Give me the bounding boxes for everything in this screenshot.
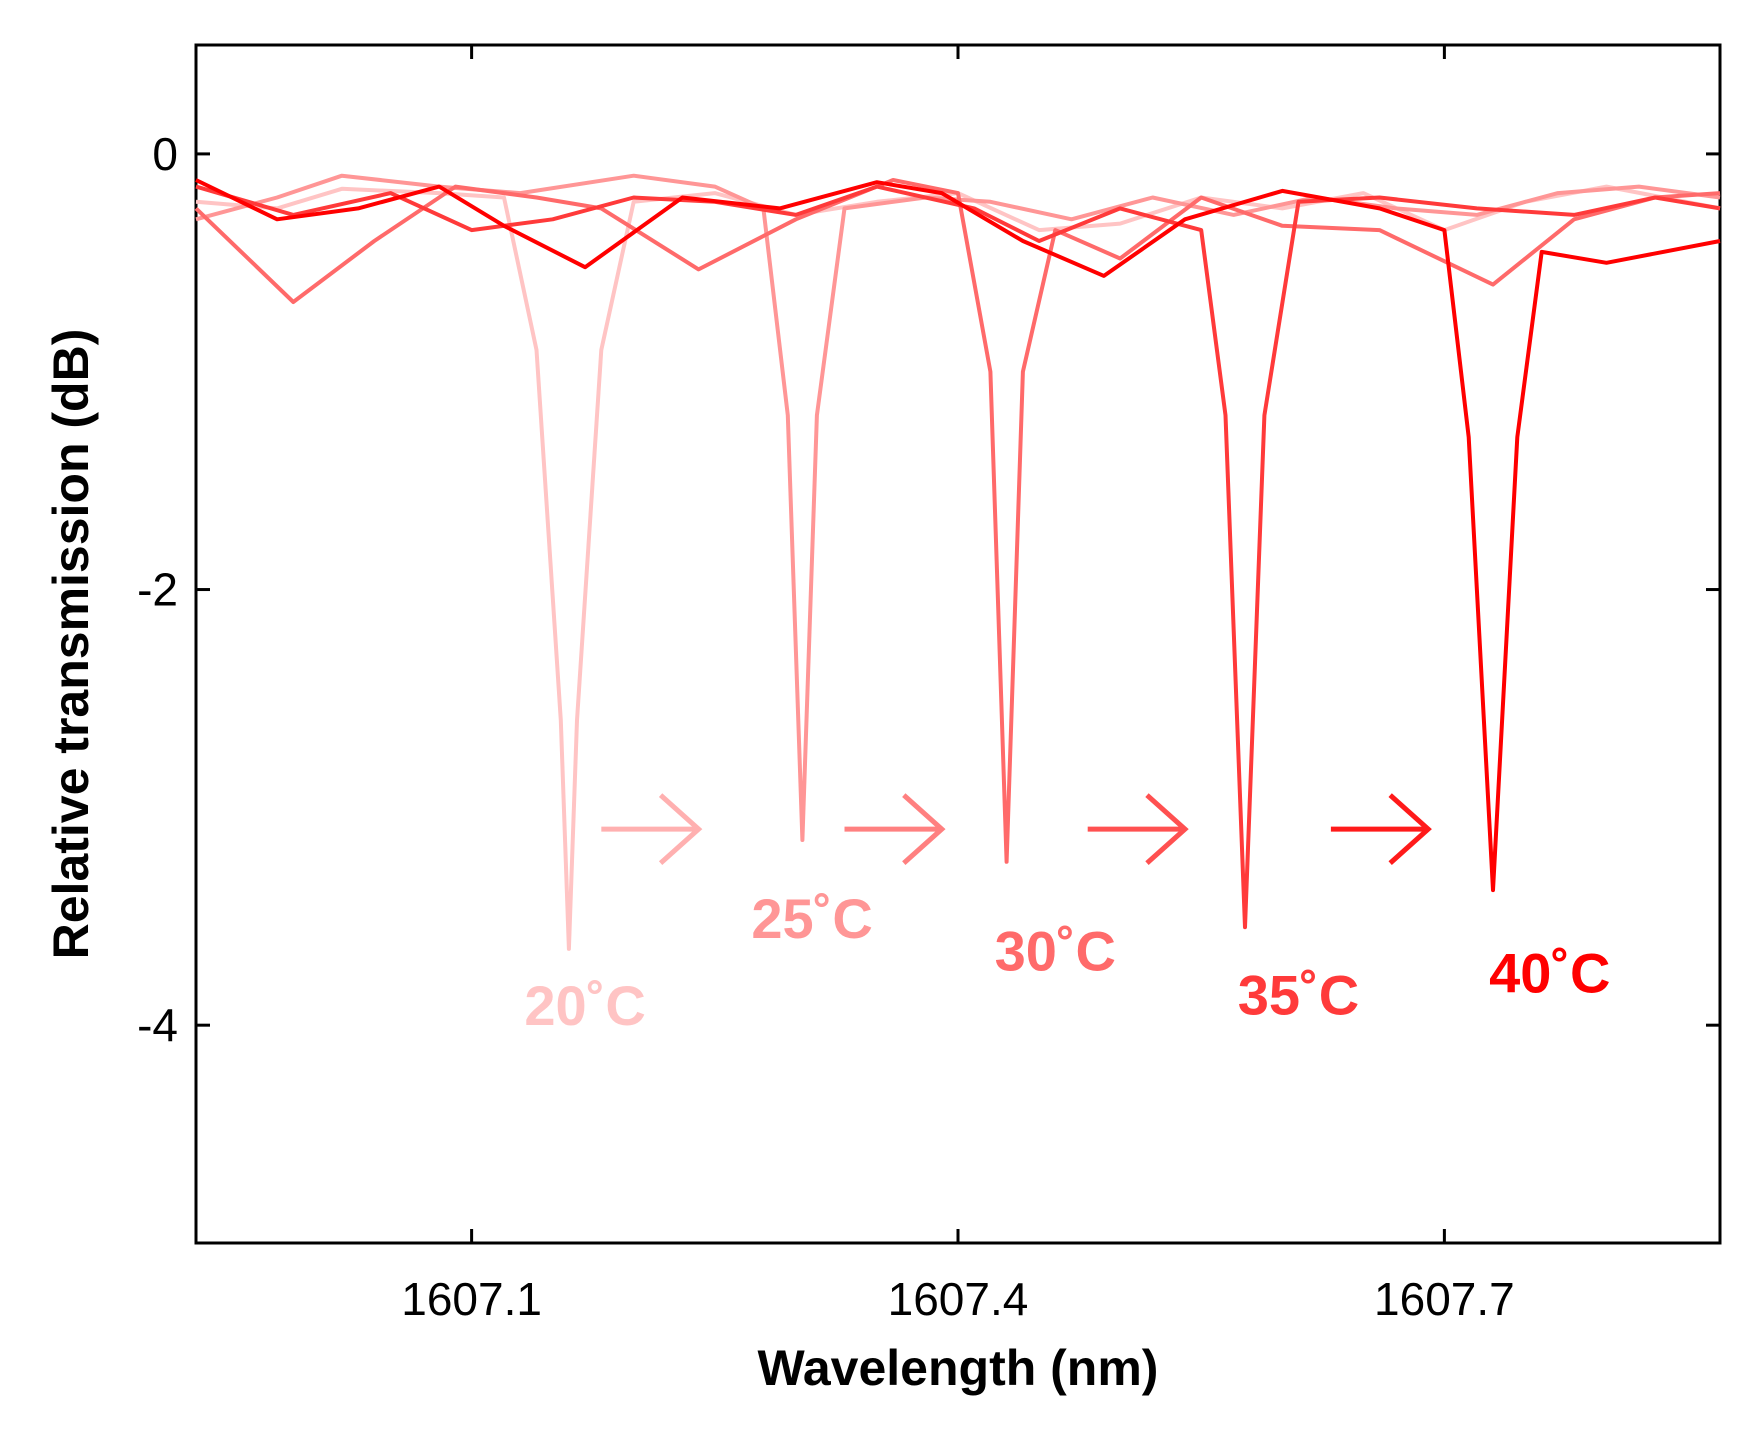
- y-tick-label: -2: [137, 564, 178, 616]
- plot-area: [194, 43, 1722, 1245]
- shift-arrow-2: [844, 793, 946, 866]
- temperature-label-5: 40˚C: [1489, 942, 1610, 1005]
- shift-arrow-1: [601, 793, 703, 866]
- x-tick-label: 1607.7: [1374, 1273, 1515, 1325]
- temperature-label-3: 30˚C: [995, 920, 1116, 983]
- annotation-layer: 20˚C 25˚C 30˚C 35˚C 40˚C: [524, 793, 1610, 1037]
- x-axis-title: Wavelength (nm): [758, 1340, 1159, 1396]
- ticks-layer: 1607.1 1607.4 1607.7 0 -2 -4: [137, 45, 1720, 1325]
- x-tick-label: 1607.4: [888, 1273, 1029, 1325]
- y-axis-title: Relative transmission (dB): [43, 329, 99, 960]
- temperature-label-4: 35˚C: [1238, 963, 1359, 1026]
- y-tick-label: -4: [137, 999, 178, 1051]
- temperature-label-1: 20˚C: [524, 974, 645, 1037]
- x-tick-label: 1607.1: [401, 1273, 542, 1325]
- shift-arrow-3: [1087, 793, 1189, 866]
- series-layer: [194, 173, 1721, 951]
- temperature-label-2: 25˚C: [751, 887, 872, 950]
- shift-arrow-4: [1330, 793, 1432, 866]
- y-tick-label: 0: [152, 128, 178, 180]
- series-line-3: [194, 178, 1721, 864]
- series-line-5: [195, 178, 1721, 893]
- series-line-4: [195, 184, 1721, 930]
